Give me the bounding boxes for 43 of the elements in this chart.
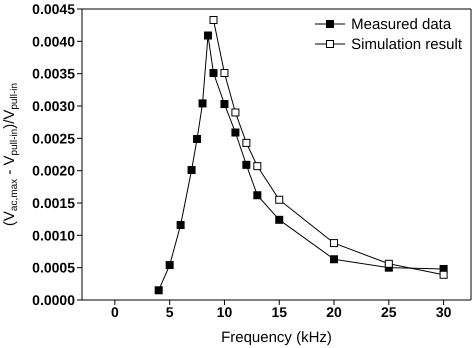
point <box>231 108 240 116</box>
point <box>220 69 228 78</box>
legend-label: Simulation result <box>351 36 462 52</box>
x-tick-label: 25 <box>381 304 397 320</box>
point <box>198 99 207 108</box>
y-tick-label: 0.0025 <box>32 130 76 146</box>
point <box>330 255 338 264</box>
point <box>220 100 228 108</box>
point <box>253 162 262 170</box>
x-tick-label: 5 <box>166 304 174 320</box>
x-tick-label: 15 <box>271 304 288 320</box>
point <box>275 196 284 204</box>
point <box>384 260 393 268</box>
point <box>154 286 163 294</box>
y-tick-label: 0.0035 <box>32 66 76 82</box>
point <box>253 191 262 200</box>
y-tick-label: 0.0010 <box>32 227 76 244</box>
point <box>242 138 250 147</box>
point <box>176 220 185 229</box>
point <box>204 32 212 40</box>
y-tick-label: 0.0030 <box>32 98 76 114</box>
x-tick-label: 0 <box>110 304 119 320</box>
y-tick-label: 0.0020 <box>32 162 76 179</box>
y-tick-label: 0.0015 <box>32 194 76 211</box>
point <box>330 239 338 248</box>
point <box>440 270 448 279</box>
point <box>275 216 284 224</box>
y-tick-label: 0.0040 <box>32 33 76 50</box>
point <box>209 16 218 24</box>
y-tick-label: 0.0000 <box>32 292 76 308</box>
legend-label: Measured data <box>351 16 452 32</box>
x-tick-label: 10 <box>216 304 232 320</box>
point <box>193 134 202 143</box>
y-tick-label: 0.0045 <box>32 0 76 17</box>
point <box>242 160 250 169</box>
point <box>188 166 196 174</box>
point <box>231 128 240 137</box>
x-tick-label: 30 <box>436 304 452 320</box>
point <box>166 261 174 270</box>
y-tick-label: 0.0005 <box>32 260 76 276</box>
x-axis-title: Frequency (kHz) <box>221 329 332 346</box>
x-tick-label: 20 <box>326 304 342 320</box>
point <box>209 69 218 78</box>
